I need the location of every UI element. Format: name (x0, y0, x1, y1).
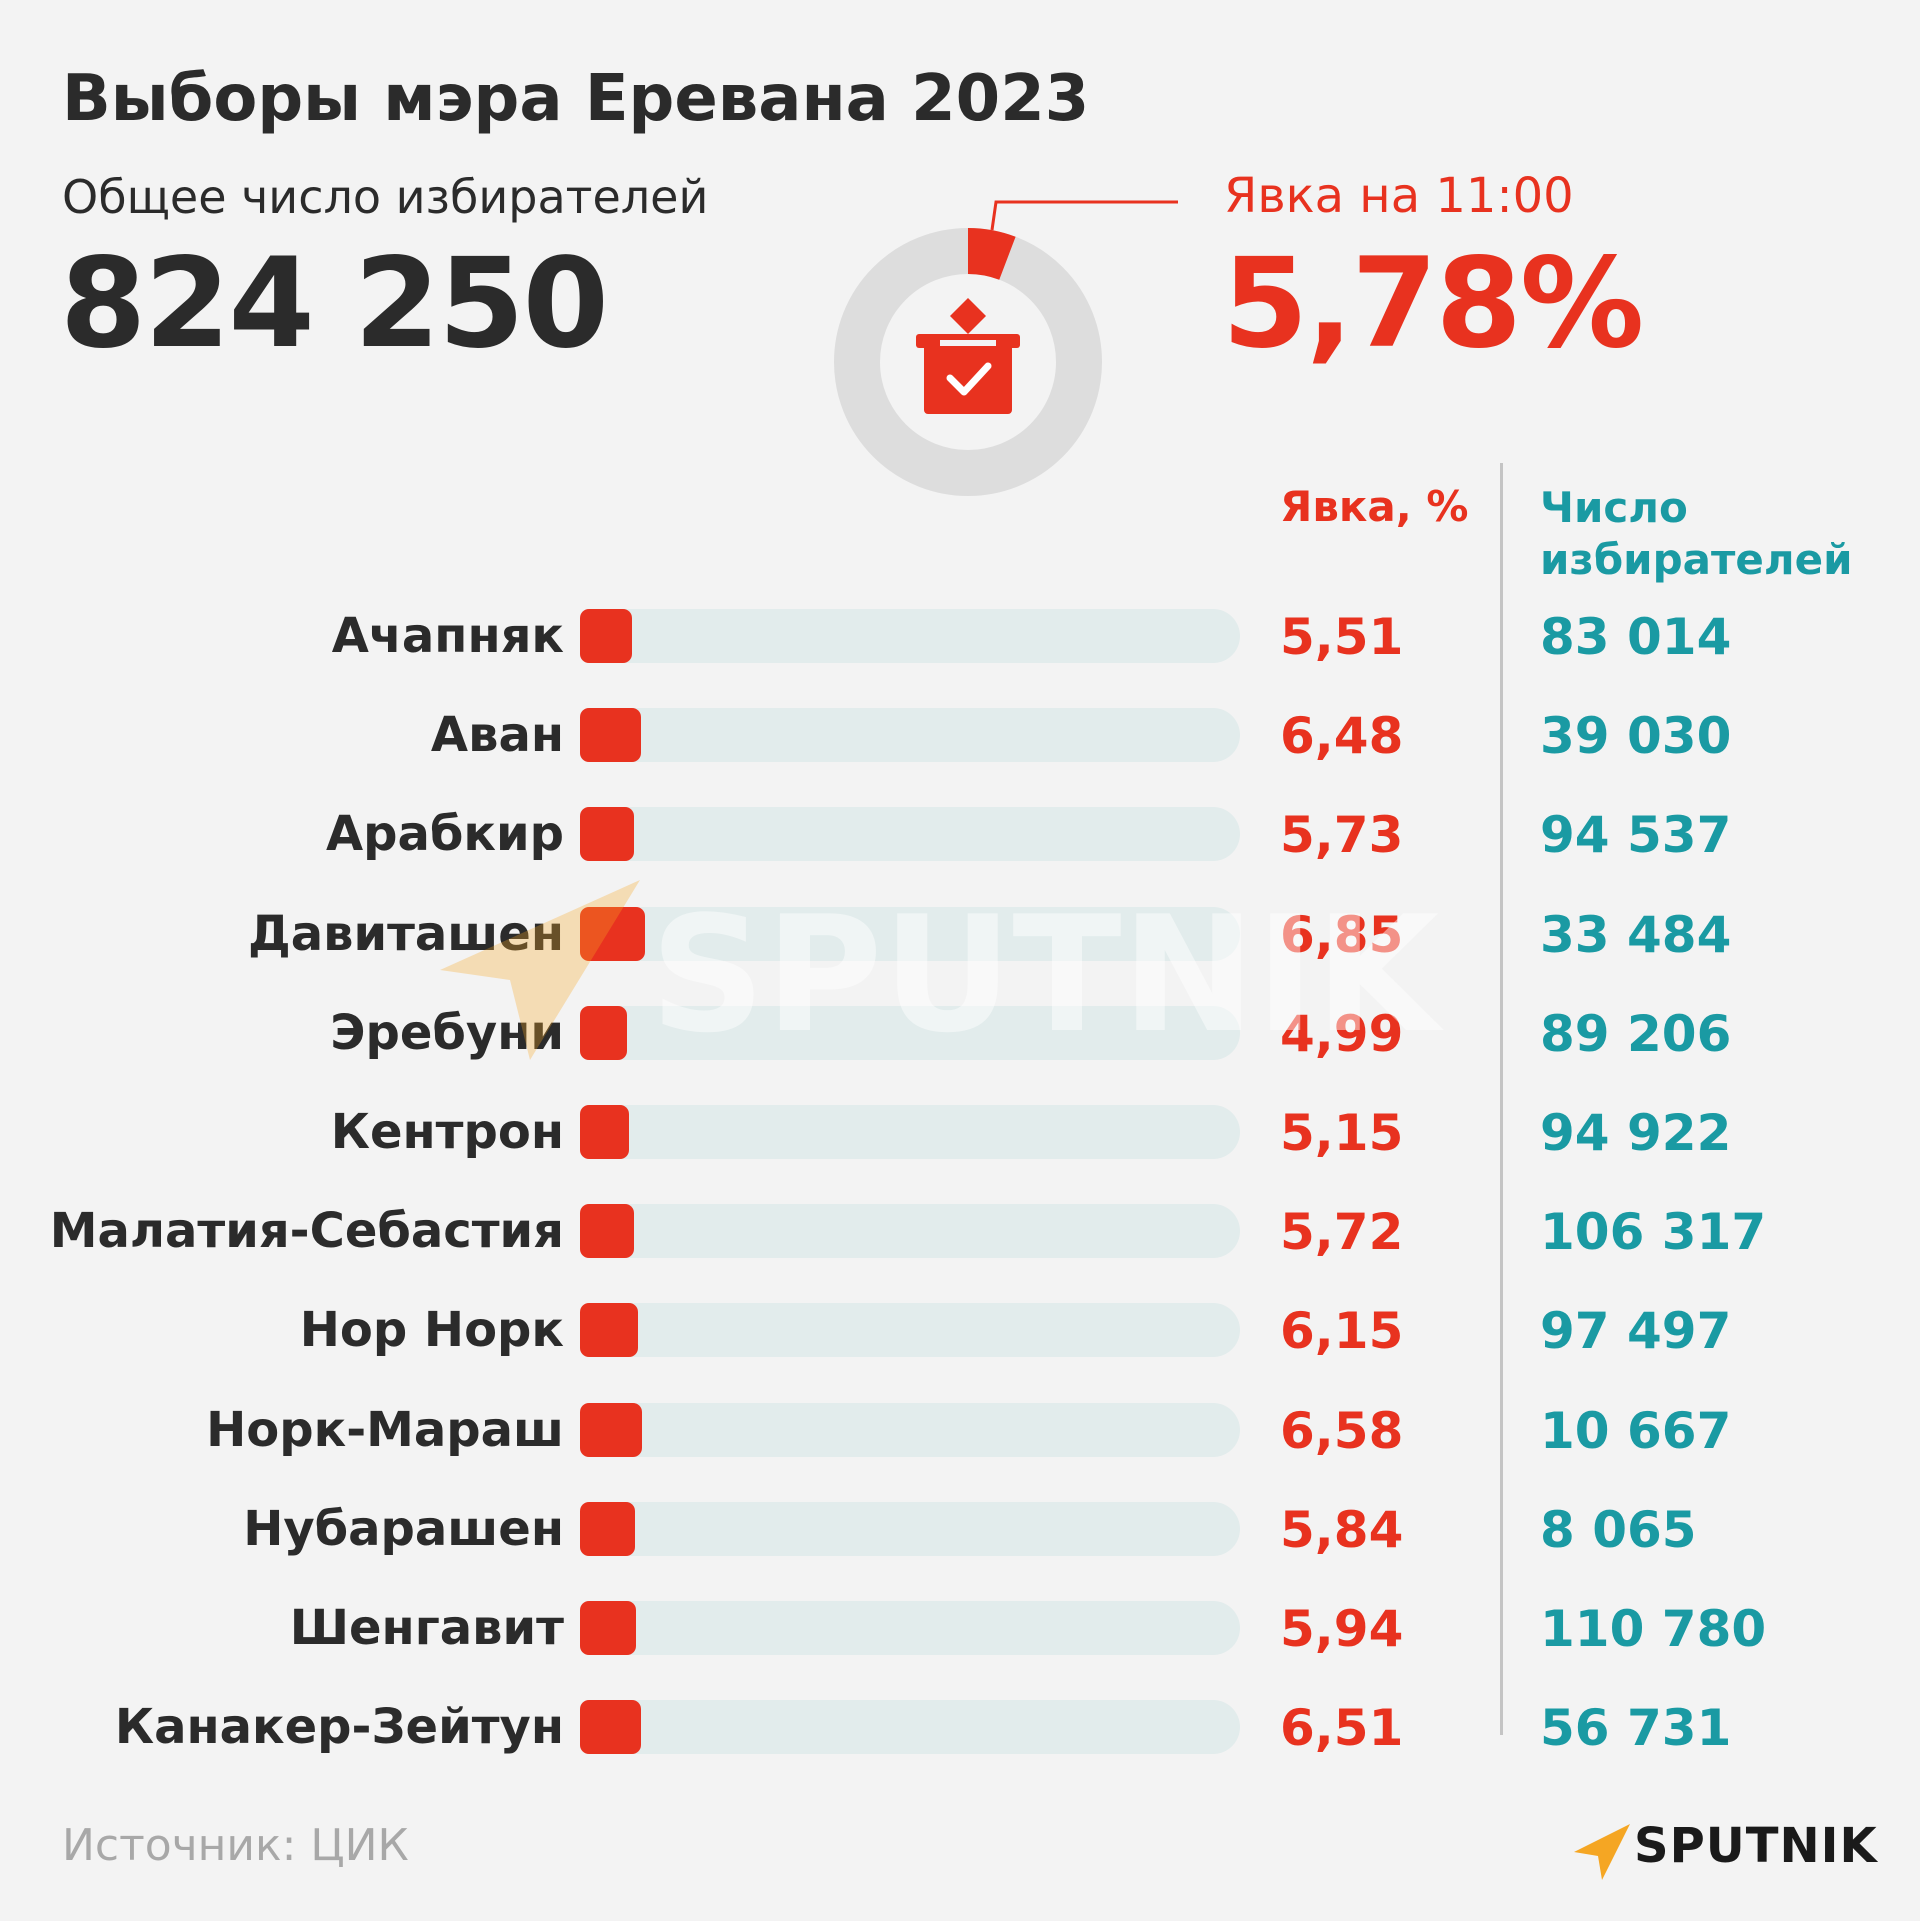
bar (580, 1006, 627, 1060)
table-row: Малатия-Себастия 5,72 106 317 (0, 1201, 1920, 1261)
turnout-value-label: 5,51 (1280, 608, 1404, 666)
ballot-box-icon (916, 298, 1020, 414)
bar (580, 1403, 642, 1457)
voters-value-label: 56 731 (1540, 1699, 1732, 1757)
turnout-value-label: 5,72 (1280, 1203, 1404, 1261)
donut-turnout-arc (967, 228, 1016, 281)
voters-value-label: 89 206 (1540, 1005, 1732, 1063)
table-row: Давиташен 6,85 33 484 (0, 904, 1920, 964)
sputnik-logo-icon (1574, 1824, 1630, 1880)
bar-track (580, 708, 1240, 762)
turnout-label: Явка на 11:00 (1224, 168, 1574, 224)
table-row: Ачапняк 5,51 83 014 (0, 606, 1920, 666)
voters-value-label: 33 484 (1540, 906, 1732, 964)
turnout-value: 5,78% (1222, 232, 1644, 376)
bar-track (580, 1601, 1240, 1655)
district-label: Арабкир (326, 806, 564, 862)
district-label: Нор Норк (299, 1302, 564, 1358)
turnout-value-label: 6,85 (1280, 906, 1404, 964)
turnout-value-label: 5,15 (1280, 1104, 1404, 1162)
bar (580, 1601, 636, 1655)
voters-header-line2: избирателей (1540, 535, 1853, 584)
turnout-value-label: 5,73 (1280, 806, 1404, 864)
table-row: Арабкир 5,73 94 537 (0, 804, 1920, 864)
table-row: Аван 6,48 39 030 (0, 705, 1920, 765)
bar (580, 1502, 635, 1556)
district-label: Нубарашен (243, 1501, 564, 1557)
source-note: Источник: ЦИК (62, 1820, 409, 1871)
table-row: Нор Норк 6,15 97 497 (0, 1300, 1920, 1360)
bar-track (580, 1502, 1240, 1556)
bar-track (580, 1700, 1240, 1754)
bar-track (580, 609, 1240, 663)
column-divider (1500, 463, 1503, 1735)
voters-value-label: 83 014 (1540, 608, 1732, 666)
sputnik-logo: SPUTNIK (1572, 1818, 1877, 1882)
voters-value-label: 106 317 (1540, 1203, 1767, 1261)
total-voters-label: Общее число избирателей (62, 170, 709, 224)
bar-track (580, 1303, 1240, 1357)
district-label: Канакер-Зейтун (114, 1699, 564, 1755)
district-label: Шенгавит (289, 1600, 564, 1656)
turnout-column-header: Явка, % (1280, 482, 1469, 531)
bar (580, 1105, 629, 1159)
table-row: Канакер-Зейтун 6,51 56 731 (0, 1697, 1920, 1757)
bar (580, 1204, 634, 1258)
turnout-value-label: 5,84 (1280, 1501, 1404, 1559)
bar-track (580, 1403, 1240, 1457)
bar (580, 1700, 641, 1754)
page-title: Выборы мэра Еревана 2023 (62, 62, 1090, 136)
bar-track (580, 907, 1240, 961)
turnout-value-label: 6,58 (1280, 1402, 1404, 1460)
total-voters-value: 824 250 (60, 232, 609, 376)
district-label: Давиташен (247, 906, 564, 962)
bar (580, 907, 645, 961)
turnout-value-label: 5,94 (1280, 1600, 1404, 1658)
voters-value-label: 8 065 (1540, 1501, 1697, 1559)
voters-header-line1: Число (1540, 483, 1688, 532)
table-row: Шенгавит 5,94 110 780 (0, 1598, 1920, 1658)
voters-value-label: 94 922 (1540, 1104, 1732, 1162)
bar-track (580, 1204, 1240, 1258)
voters-value-label: 110 780 (1540, 1600, 1767, 1658)
district-label: Аван (430, 707, 564, 763)
bar (580, 1303, 638, 1357)
district-label: Кентрон (330, 1104, 564, 1160)
bar (580, 807, 634, 861)
district-label: Малатия-Себастия (49, 1203, 564, 1259)
bar-track (580, 807, 1240, 861)
sputnik-logo-text: SPUTNIK (1634, 1818, 1878, 1874)
bar-track (580, 1105, 1240, 1159)
bar-track (580, 1006, 1240, 1060)
bar (580, 609, 632, 663)
turnout-value-label: 6,15 (1280, 1302, 1404, 1360)
district-label: Норк-Мараш (206, 1402, 564, 1458)
turnout-value-label: 4,99 (1280, 1005, 1404, 1063)
voters-value-label: 94 537 (1540, 806, 1732, 864)
voters-value-label: 10 667 (1540, 1402, 1732, 1460)
table-row: Норк-Мараш 6,58 10 667 (0, 1400, 1920, 1460)
turnout-value-label: 6,51 (1280, 1699, 1404, 1757)
voters-value-label: 97 497 (1540, 1302, 1732, 1360)
district-label: Ачапняк (331, 608, 564, 664)
table-row: Эребуни 4,99 89 206 (0, 1003, 1920, 1063)
table-row: Нубарашен 5,84 8 065 (0, 1499, 1920, 1559)
turnout-value-label: 6,48 (1280, 707, 1404, 765)
voters-column-header: Число избирателей (1540, 482, 1853, 586)
bar (580, 708, 641, 762)
turnout-donut (834, 200, 1178, 496)
voters-value-label: 39 030 (1540, 707, 1732, 765)
district-label: Эребуни (330, 1005, 564, 1061)
donut-leader-line (990, 200, 1178, 231)
table-row: Кентрон 5,15 94 922 (0, 1102, 1920, 1162)
